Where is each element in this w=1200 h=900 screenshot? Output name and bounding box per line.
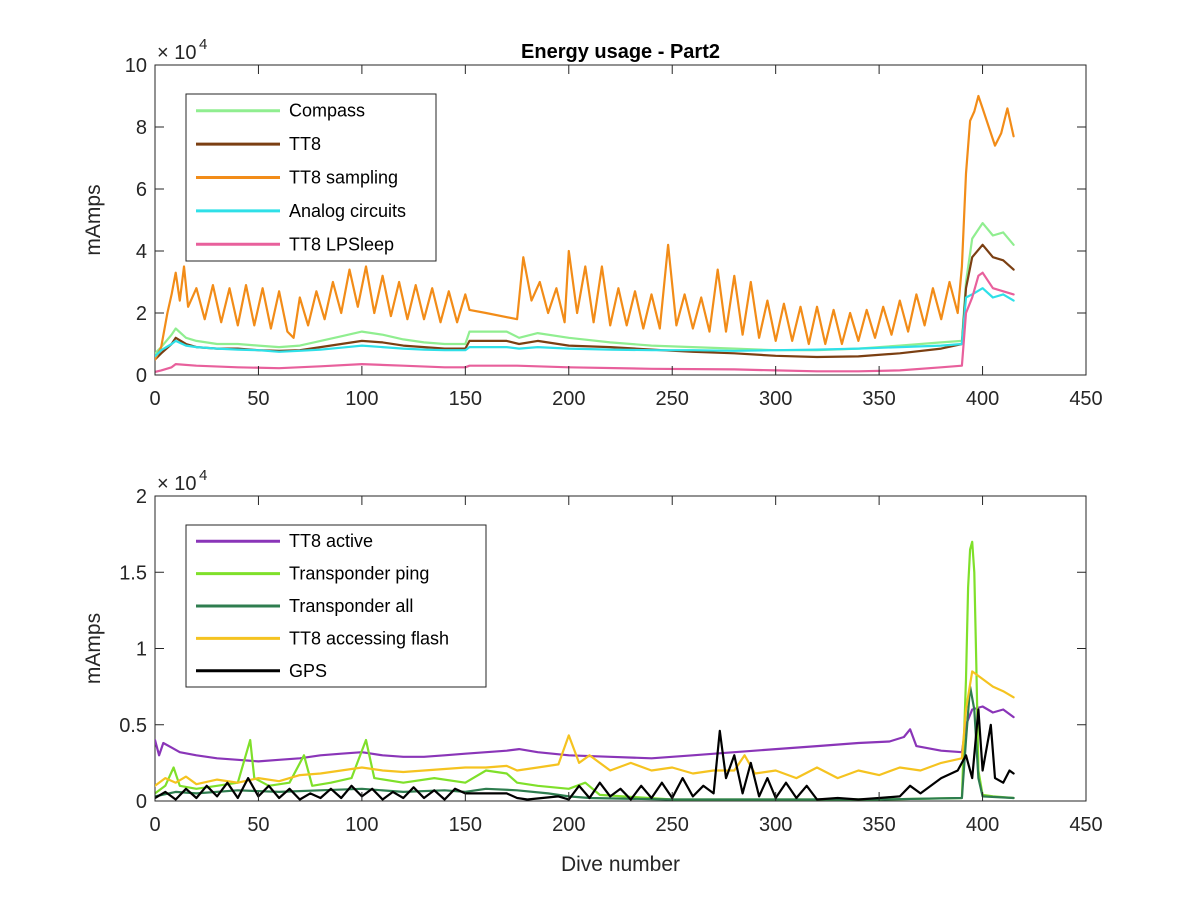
x-tick-label: 300 — [759, 388, 792, 410]
y-tick-label: 0 — [136, 791, 147, 813]
x-tick-label: 150 — [449, 814, 482, 836]
legend-label: Transponder all — [289, 596, 413, 616]
x-tick-label: 350 — [862, 814, 895, 836]
y-multiplier-label: × 10 — [157, 42, 196, 64]
legend-label: TT8 active — [289, 531, 373, 551]
y-tick-label: 2 — [136, 303, 147, 325]
legend-label: TT8 accessing flash — [289, 628, 449, 648]
chart-dive-number: 0 50 100 150 200 250 300 350 400 450 0 0.5 1 1.5 2 × 10… — [82, 467, 1103, 876]
y-tick-label: 1 — [136, 639, 147, 661]
x-tick-label: 200 — [552, 388, 585, 410]
x-tick-label: 100 — [345, 814, 378, 836]
x-tick-label: 450 — [1069, 814, 1102, 836]
x-tick-label: 50 — [247, 388, 269, 410]
series-line-analog-circuits — [155, 287, 1015, 358]
legend-label: Analog circuits — [289, 201, 406, 221]
x-tick-label: 50 — [247, 814, 269, 836]
series-line-tt8-active — [155, 705, 1015, 763]
x-tick-label: 350 — [862, 388, 895, 410]
series-line-transponder-ping — [155, 540, 1015, 801]
series-line-compass — [155, 222, 1015, 355]
x-tick-label: 300 — [759, 814, 792, 836]
y-axis-label: mAmps — [82, 184, 105, 255]
legend-label: Transponder ping — [289, 564, 429, 584]
legend-label: Compass — [289, 101, 365, 121]
series-line-gps — [155, 708, 1015, 801]
y-multiplier-exponent: 4 — [199, 467, 207, 484]
legend-label: TT8 — [289, 134, 321, 154]
y-axis-label: mAmps — [82, 613, 105, 684]
x-tick-label: 250 — [656, 814, 689, 836]
y-tick-label: 10 — [125, 55, 147, 77]
y-tick-label: 4 — [136, 241, 147, 263]
series-line-tt8-lpsleep — [155, 271, 1015, 373]
y-tick-label: 8 — [136, 117, 147, 139]
x-tick-label: 200 — [552, 814, 585, 836]
chart-title: Energy usage - Part2 — [521, 41, 720, 63]
legend-label: TT8 LPSleep — [289, 234, 394, 254]
x-axis-label: Dive number — [561, 853, 680, 876]
legend: Compass TT8 TT8 sampling Analog circuits TT8… — [185, 93, 437, 262]
y-tick-label: 2 — [136, 486, 147, 508]
x-tick-label: 250 — [656, 388, 689, 410]
x-tick-label: 0 — [149, 814, 160, 836]
x-tick-label: 100 — [345, 388, 378, 410]
series-line-tt8-accessing-flash — [155, 670, 1015, 787]
y-tick-label: 0 — [136, 365, 147, 387]
legend: TT8 active Transponder ping Transponder al… — [185, 524, 487, 688]
y-tick-label: 6 — [136, 179, 147, 201]
y-multiplier-exponent: 4 — [199, 36, 207, 53]
y-tick-label: 1.5 — [119, 562, 147, 584]
legend-label: TT8 sampling — [289, 168, 398, 188]
y-tick-label: 0.5 — [119, 715, 147, 737]
y-multiplier-label: × 10 — [157, 473, 196, 495]
x-tick-label: 150 — [449, 388, 482, 410]
x-tick-label: 400 — [966, 814, 999, 836]
series-group — [155, 540, 1015, 801]
series-group — [155, 94, 1015, 373]
x-tick-label: 400 — [966, 388, 999, 410]
x-tick-label: 0 — [149, 388, 160, 410]
legend-label: GPS — [289, 661, 327, 681]
series-line-tt8-sampling — [155, 94, 1015, 361]
x-tick-label: 450 — [1069, 388, 1102, 410]
